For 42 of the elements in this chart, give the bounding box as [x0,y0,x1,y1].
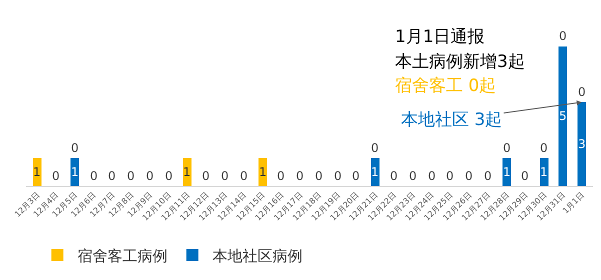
legend-label: 本地社区病例 [212,246,302,265]
data-label: 5 [559,109,567,123]
data-label: 0 [334,169,342,183]
data-label: 1 [371,165,379,179]
data-label: 0 [71,141,79,155]
legend-label: 宿舍客工病例 [77,246,168,265]
data-label: 0 [352,169,360,183]
data-label: 0 [108,169,116,183]
data-label: 0 [146,169,154,183]
data-label: 0 [52,169,60,183]
data-label: 0 [578,85,586,99]
data-label: 0 [409,169,417,183]
data-label: 0 [127,169,135,183]
annotation: 本地社区 3起 [401,110,502,130]
annotation: 1月1日通报 [395,27,485,47]
data-label: 1 [183,165,191,179]
data-label: 0 [446,169,454,183]
data-label: 0 [240,169,248,183]
data-label: 0 [277,169,285,183]
data-label: 0 [221,169,229,183]
data-label: 1 [503,165,511,179]
data-label: 0 [503,141,511,155]
data-label: 3 [578,137,586,151]
annotation: 本土病例新增3起 [395,52,525,72]
data-label: 0 [90,169,98,183]
data-label: 0 [371,141,379,155]
data-label: 1 [540,165,548,179]
data-label: 0 [559,29,567,43]
data-label: 0 [296,169,304,183]
data-label: 0 [484,169,492,183]
data-label: 0 [465,169,473,183]
data-label: 0 [540,141,548,155]
data-label: 0 [521,169,529,183]
data-label: 0 [390,169,398,183]
data-label: 0 [315,169,323,183]
data-label: 1 [259,165,267,179]
data-label: 0 [428,169,436,183]
data-label: 1 [71,165,79,179]
data-label: 0 [165,169,173,183]
data-label: 1 [33,165,41,179]
annotation: 宿舍客工 0起 [395,76,496,96]
data-label: 0 [202,169,210,183]
